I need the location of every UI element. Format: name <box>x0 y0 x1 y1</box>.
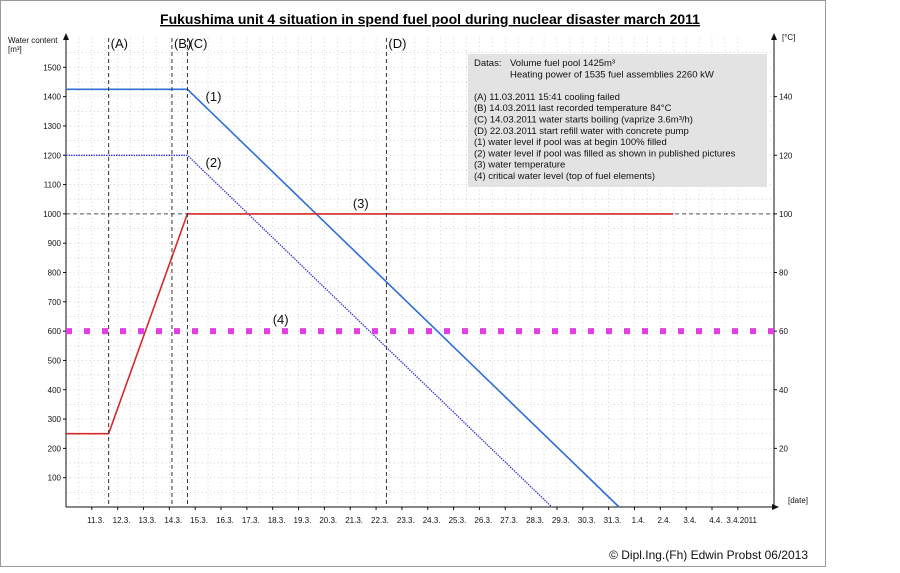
info-heading: Datas: <box>474 58 501 69</box>
x-tick-label: 26.3. <box>474 516 492 525</box>
y-left-tick-label: 700 <box>48 298 62 307</box>
y-axis-right-arrow <box>771 33 777 40</box>
series-line <box>66 213 674 435</box>
x-tick-label: 18.3. <box>268 516 286 525</box>
x-tick-label: 27.3. <box>500 516 518 525</box>
event-label: (D) <box>388 36 406 51</box>
info-line: (A) 11.03.2011 15:41 cooling failed <box>474 92 620 103</box>
axes: 100 200 300 400 500 600 700 800 900 1000 1100 1200 1… <box>8 33 808 525</box>
event-lines: (A) (B)(C) (D) <box>108 36 406 507</box>
y-left-tick-label: 1300 <box>43 122 61 131</box>
event-label: (A) <box>111 36 128 51</box>
x-axis-arrow <box>772 504 779 510</box>
y-left-tick-label: 500 <box>48 356 62 365</box>
info-line: (1) water level if pool was at begin 100… <box>474 137 667 148</box>
info-line: (B) 14.03.2011 last recorded temperature… <box>474 103 672 114</box>
y-left-tick-label: 400 <box>48 386 62 395</box>
info-line: (C) 14.03.2011 water starts boiling (vap… <box>474 115 693 126</box>
info-line: Heating power of 1535 fuel assemblies 22… <box>510 69 714 80</box>
series-label: (4) <box>273 312 289 327</box>
x-tick-label: 3.4.2011 <box>726 516 757 525</box>
x-tick-label: 17.3. <box>242 516 260 525</box>
y-right-tick-label: 40 <box>779 386 788 395</box>
x-tick-label: 24.3. <box>423 516 441 525</box>
y-left-tick-label: 200 <box>48 444 62 453</box>
info-line: (4) critical water level (top of fuel el… <box>474 171 655 182</box>
y-left-tick-label: 100 <box>48 474 62 483</box>
x-axis-title: [date] <box>788 496 808 505</box>
y-left-tick-label: 600 <box>48 327 62 336</box>
y-left-tick-label: 1100 <box>44 181 62 190</box>
y-right-tick-label: 120 <box>779 151 793 160</box>
x-tick-label: 14.3. <box>164 516 182 525</box>
chart-title: Fukushima unit 4 situation in spend fuel… <box>160 11 700 27</box>
y-left-tick-label: 1500 <box>43 63 61 72</box>
x-tick-label: 16.3. <box>216 516 234 525</box>
y-right-axis-title: [°C] <box>782 33 795 42</box>
x-tick-label: 1.4. <box>632 516 645 525</box>
info-box-background <box>468 54 767 187</box>
x-tick-label: 11.3. <box>87 516 104 525</box>
y-left-tick-label: 1400 <box>43 93 61 102</box>
x-tick-label: 31.3. <box>604 516 622 525</box>
x-tick-label: 2.4. <box>658 516 671 525</box>
x-tick-label: 21.3. <box>345 516 363 525</box>
series-label: (2) <box>206 155 222 170</box>
y-left-axis-unit: [m³] <box>8 45 22 54</box>
y-right-tick-label: 20 <box>779 444 788 453</box>
x-tick-label: 3.4. <box>683 516 696 525</box>
y-left-axis-title: Water content <box>8 36 58 45</box>
y-right-tick-label: 140 <box>779 93 793 102</box>
y-left-tick-label: 1000 <box>43 210 61 219</box>
footer-credit: © Dipl.Ing.(Fh) Edwin Probst 06/2013 <box>609 548 808 562</box>
event-label: (C) <box>189 36 207 51</box>
series-label: (1) <box>206 89 222 104</box>
x-tick-label: 30.3. <box>578 516 596 525</box>
x-tick-label: 28.3. <box>526 516 544 525</box>
y-left-tick-label: 900 <box>48 239 62 248</box>
x-tick-label: 22.3. <box>371 516 389 525</box>
x-tick-label: 12.3. <box>113 516 131 525</box>
x-tick-label: 23.3. <box>397 516 415 525</box>
x-tick-label: 20.3. <box>319 516 337 525</box>
info-line: (2) water level if pool was filled as sh… <box>474 148 736 159</box>
x-tick-label: 13.3. <box>138 516 156 525</box>
y-left-tick-label: 800 <box>48 269 62 278</box>
series-label: (3) <box>353 196 369 211</box>
x-tick-label: 29.3. <box>552 516 570 525</box>
y-left-tick-label: 300 <box>48 415 62 424</box>
info-line: (D) 22.03.2011 start refill water with c… <box>474 126 689 137</box>
chart: Fukushima unit 4 situation in spend fuel… <box>8 11 808 562</box>
y-right-tick-label: 80 <box>779 269 788 278</box>
x-tick-label: 15.3. <box>190 516 208 525</box>
y-axis-left-arrow <box>63 33 69 40</box>
y-left-tick-label: 1200 <box>43 151 61 160</box>
info-line: (3) water temperature <box>474 160 565 171</box>
y-right-tick-label: 60 <box>779 327 788 336</box>
info-line: Volume fuel pool 1425m³ <box>510 58 615 69</box>
x-tick-label: 4.4. <box>709 516 722 525</box>
x-tick-label: 19.3. <box>294 516 312 525</box>
y-right-tick-label: 100 <box>779 210 793 219</box>
series-line <box>66 154 553 508</box>
x-tick-label: 25.3. <box>449 516 467 525</box>
